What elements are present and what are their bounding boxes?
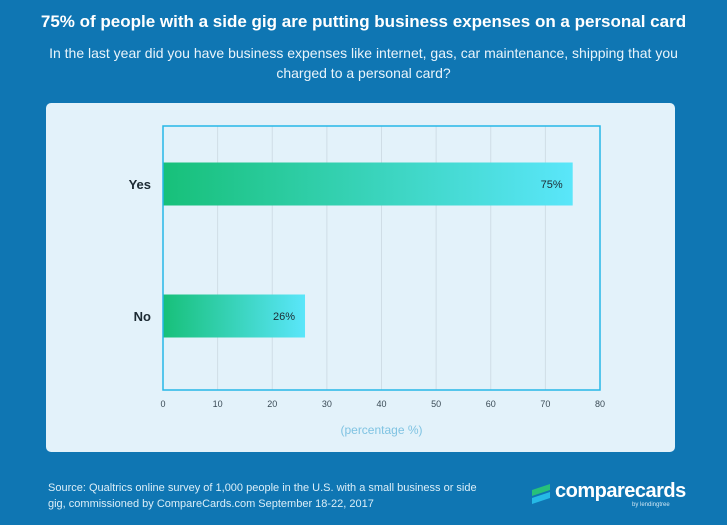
logo-text: comparecards xyxy=(555,480,686,502)
logo-tagline: by lendingtree xyxy=(632,502,670,508)
data-labels: 75% 26% xyxy=(273,179,563,323)
x-tick-label-4: 40 xyxy=(376,399,386,409)
x-tick-label-1: 10 xyxy=(213,399,223,409)
category-label-yes: Yes xyxy=(129,177,151,192)
category-label-no: No xyxy=(134,309,151,324)
bar-yes xyxy=(163,162,573,206)
plot-frame xyxy=(162,125,601,391)
logo-mark-icon xyxy=(532,484,550,504)
bars xyxy=(163,162,573,338)
chart-card: 0 10 20 30 40 50 60 70 80 Yes No 75% 26% (percenta… xyxy=(46,103,675,452)
bar-no xyxy=(163,294,306,338)
x-tick-label-8: 80 xyxy=(595,399,605,409)
x-axis-label: (percentage %) xyxy=(340,423,422,437)
x-tick-labels: 0 10 20 30 40 50 60 70 80 xyxy=(160,399,605,409)
x-tick-label-2: 20 xyxy=(267,399,277,409)
chart-title: 75% of people with a side gig are puttin… xyxy=(40,12,687,31)
data-label-no: 26% xyxy=(273,311,295,323)
source-note: Source: Qualtrics online survey of 1,000… xyxy=(48,482,477,510)
comparecards-logo[interactable]: comparecards by lendingtree xyxy=(530,478,710,508)
x-tick-label-0: 0 xyxy=(160,399,165,409)
chart-subtitle: In the last year did you have business e… xyxy=(49,45,678,81)
bar-chart: 0 10 20 30 40 50 60 70 80 Yes No 75% 26% (percenta… xyxy=(129,125,605,437)
x-tick-label-7: 70 xyxy=(540,399,550,409)
category-labels: Yes No xyxy=(129,177,151,324)
data-label-yes: 75% xyxy=(541,179,563,191)
x-tick-label-6: 60 xyxy=(486,399,496,409)
x-tick-label-5: 50 xyxy=(431,399,441,409)
x-tick-label-3: 30 xyxy=(322,399,332,409)
